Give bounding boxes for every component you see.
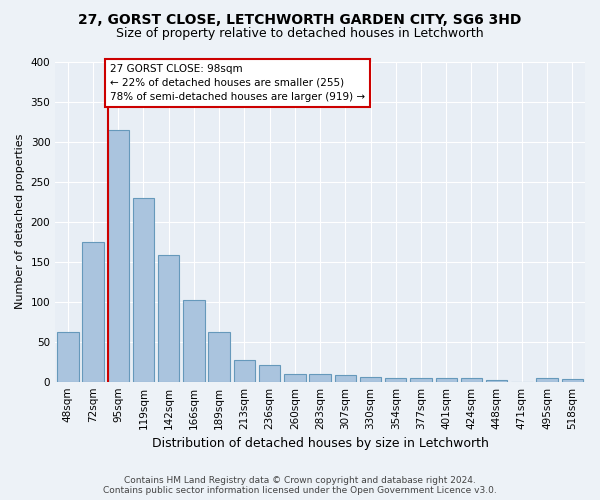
Bar [158,255,179,382]
Text: Size of property relative to detached houses in Letchworth: Size of property relative to detached ho… [116,28,484,40]
Bar [82,242,104,382]
Bar [486,380,508,382]
Bar [436,378,457,382]
Bar [233,360,255,382]
X-axis label: Distribution of detached houses by size in Letchworth: Distribution of detached houses by size … [152,437,488,450]
Text: 27, GORST CLOSE, LETCHWORTH GARDEN CITY, SG6 3HD: 27, GORST CLOSE, LETCHWORTH GARDEN CITY,… [79,12,521,26]
Bar [335,376,356,382]
Bar [360,377,381,382]
Bar [284,374,305,382]
Bar [461,378,482,382]
Bar [107,130,129,382]
Y-axis label: Number of detached properties: Number of detached properties [15,134,25,310]
Text: Contains HM Land Registry data © Crown copyright and database right 2024.
Contai: Contains HM Land Registry data © Crown c… [103,476,497,495]
Bar [536,378,558,382]
Bar [410,378,432,382]
Bar [385,378,406,382]
Bar [183,300,205,382]
Bar [57,332,79,382]
Bar [310,374,331,382]
Bar [208,332,230,382]
Bar [562,380,583,382]
Bar [133,198,154,382]
Text: 27 GORST CLOSE: 98sqm
← 22% of detached houses are smaller (255)
78% of semi-det: 27 GORST CLOSE: 98sqm ← 22% of detached … [110,64,365,102]
Bar [259,365,280,382]
